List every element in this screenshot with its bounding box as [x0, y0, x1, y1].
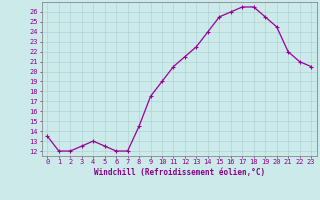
X-axis label: Windchill (Refroidissement éolien,°C): Windchill (Refroidissement éolien,°C) — [94, 168, 265, 177]
